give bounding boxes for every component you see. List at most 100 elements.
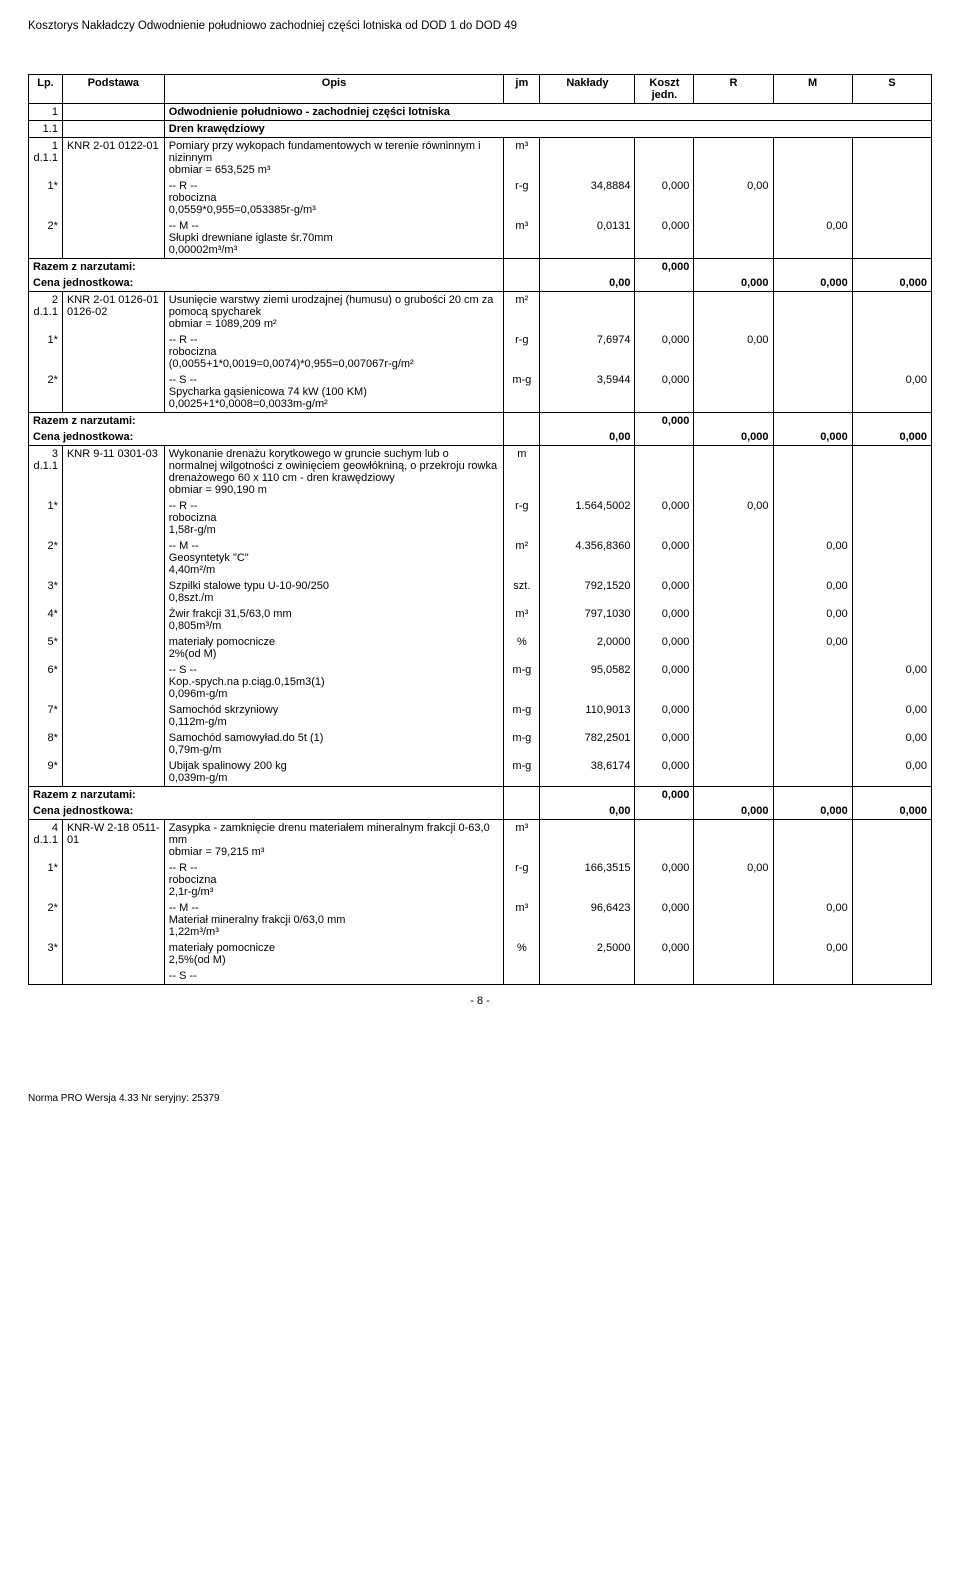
razem-koszt: 0,000 [635,259,694,276]
sub-nakl: 34,8884 [540,178,635,218]
sub-m: 0,00 [773,900,852,940]
sub-opis: materiały pomocnicze 2%(od M) [164,634,503,662]
sub-opis: Żwir frakcji 31,5/63,0 mm 0,805m³/m [164,606,503,634]
sub-opis: Szpilki stalowe typu U-10-90/250 0,8szt.… [164,578,503,606]
sub-jm: r-g [504,178,540,218]
cena-val: 0,00 [540,429,635,446]
item-lp: 1d.1.1 [29,138,63,179]
sub-koszt: 0,000 [635,702,694,730]
sub-r: 0,00 [694,498,773,538]
document-title: Kosztorys Nakładczy Odwodnienie południo… [28,20,932,32]
cena-val: 0,00 [540,803,635,820]
sub-jm: % [504,940,540,968]
sub-nakl: 110,9013 [540,702,635,730]
item-jm: m³ [504,820,540,861]
sub-m: 0,00 [773,538,852,578]
sub-koszt: 0,000 [635,178,694,218]
sub-koszt: 0,000 [635,218,694,259]
sub-nakl: 2,0000 [540,634,635,662]
cena-m: 0,000 [773,275,852,292]
sub-koszt: 0,000 [635,578,694,606]
sub-nakl: 1.564,5002 [540,498,635,538]
sub-lp: 9* [29,758,63,787]
cena-label: Cena jednostkowa: [29,275,504,292]
sub-opis: -- R --robocizna (0,0055+1*0,0019=0,0074… [164,332,503,372]
page-number: - 8 - [28,995,932,1007]
item-jm: m [504,446,540,499]
item-pod: KNR 2-01 0122-01 [62,138,164,179]
sub-opis: -- M --Słupki drewniane iglaste śr.70mm … [164,218,503,259]
sub-jm: m-g [504,662,540,702]
col-r: R [694,75,773,104]
sub-opis: -- R --robocizna 1,58r-g/m [164,498,503,538]
sub-jm: m³ [504,900,540,940]
sub-m: 0,00 [773,578,852,606]
cena-val: 0,00 [540,275,635,292]
sub-koszt: 0,000 [635,606,694,634]
section-lp: 1 [29,104,63,121]
sub-lp: 8* [29,730,63,758]
item-lp: 2d.1.1 [29,292,63,333]
item-opis: Zasypka - zamknięcie drenu materiałem mi… [164,820,503,861]
sub-koszt: 0,000 [635,634,694,662]
sub-lp: 5* [29,634,63,662]
col-koszt: Koszt jedn. [635,75,694,104]
razem-label: Razem z narzutami: [29,413,504,430]
sub-nakl: 797,1030 [540,606,635,634]
sub-jm: m³ [504,218,540,259]
sub-nakl: 96,6423 [540,900,635,940]
sub-s: 0,00 [852,730,931,758]
sub-lp: 3* [29,578,63,606]
sub-r: 0,00 [694,332,773,372]
sub-koszt: 0,000 [635,758,694,787]
sub-m: 0,00 [773,606,852,634]
sub-opis: materiały pomocnicze 2,5%(od M) [164,940,503,968]
col-podstawa: Podstawa [62,75,164,104]
cena-label: Cena jednostkowa: [29,429,504,446]
item-opis: Wykonanie drenażu korytkowego w gruncie … [164,446,503,499]
sub-jm: m² [504,538,540,578]
sub-r: 0,00 [694,178,773,218]
sub-koszt: 0,000 [635,860,694,900]
sub-opis: -- M --Materiał mineralny frakcji 0/63,0… [164,900,503,940]
sub-lp: 1* [29,178,63,218]
sub-koszt: 0,000 [635,900,694,940]
sub-lp: 2* [29,538,63,578]
sub-s: 0,00 [852,758,931,787]
razem-koszt: 0,000 [635,787,694,804]
razem-label: Razem z narzutami: [29,787,504,804]
item-opis: Usunięcie warstwy ziemi urodzajnej (humu… [164,292,503,333]
sub-koszt: 0,000 [635,662,694,702]
cena-r: 0,000 [694,803,773,820]
sub-lp: 1* [29,498,63,538]
cena-m: 0,000 [773,803,852,820]
sub-nakl: 792,1520 [540,578,635,606]
sub-jm: m-g [504,730,540,758]
sub-opis: Samochód skrzyniowy 0,112m-g/m [164,702,503,730]
sub-nakl: 166,3515 [540,860,635,900]
razem-koszt: 0,000 [635,413,694,430]
sub-opis: -- R --robocizna 0,0559*0,955=0,053385r-… [164,178,503,218]
sub-lp: 2* [29,218,63,259]
sub-nakl: 3,5944 [540,372,635,413]
sub-nakl: 782,2501 [540,730,635,758]
section-title: Odwodnienie południowo - zachodniej częś… [164,104,931,121]
sub-nakl: 95,0582 [540,662,635,702]
sub-koszt: 0,000 [635,730,694,758]
sub-lp: 1* [29,332,63,372]
cena-r: 0,000 [694,429,773,446]
sub-koszt: 0,000 [635,372,694,413]
sub-s: 0,00 [852,372,931,413]
sub-jm: r-g [504,498,540,538]
sub-jm: szt. [504,578,540,606]
sub-nakl: 7,6974 [540,332,635,372]
sub-lp: 6* [29,662,63,702]
sub-opis: -- R --robocizna 2,1r-g/m³ [164,860,503,900]
cena-s: 0,000 [852,429,931,446]
sub-nakl: 0,0131 [540,218,635,259]
sub-m: 0,00 [773,218,852,259]
sub-opis: -- S --Kop.-spych.na p.ciąg.0,15m3(1) 0,… [164,662,503,702]
sub-koszt: 0,000 [635,940,694,968]
sub-lp: 7* [29,702,63,730]
section-lp: 1.1 [29,121,63,138]
